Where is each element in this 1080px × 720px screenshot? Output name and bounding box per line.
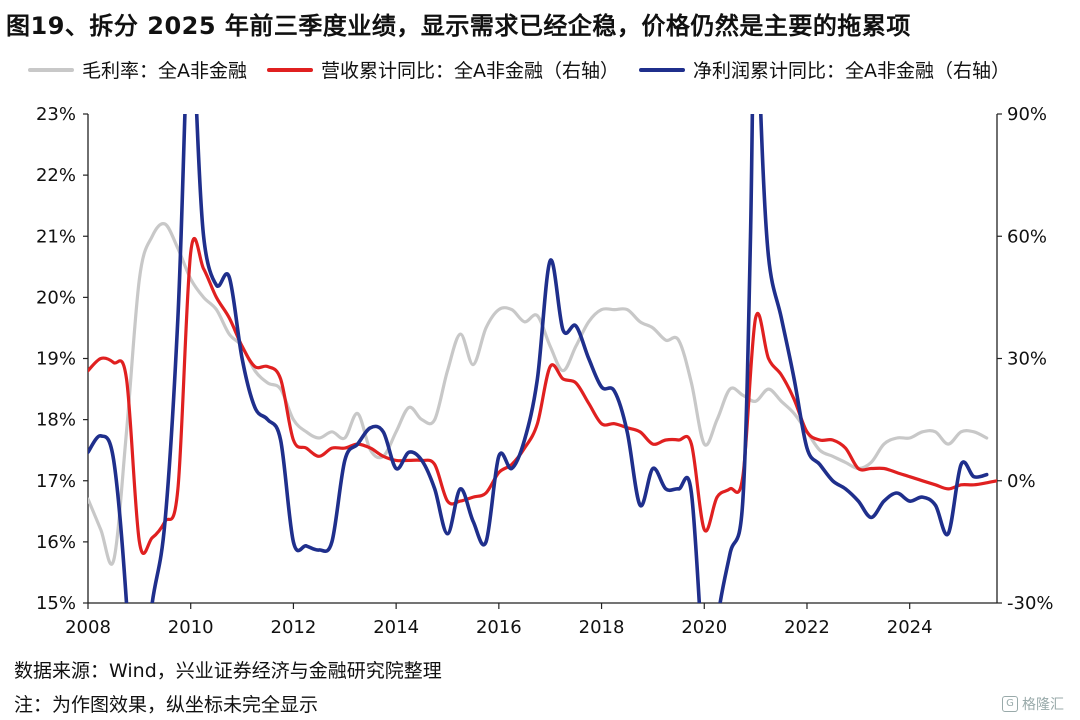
watermark-icon: G (1002, 696, 1018, 712)
x-tick-label: 2024 (887, 617, 933, 638)
legend-label-gross-margin: 毛利率：全A非金融 (82, 60, 247, 82)
left-tick-label: 21% (36, 226, 76, 247)
chart-area: 15% 16% 17% 18% 19% 20% 21% 22% 23% -30% 0% 30% 60% 9… (0, 92, 1080, 656)
x-tick-label: 2010 (168, 617, 214, 638)
watermark: G 格隆汇 (1002, 694, 1064, 714)
x-tick-label: 2016 (476, 617, 522, 638)
source-note: 数据来源：Wind，兴业证券经济与金融研究院整理 (14, 660, 442, 682)
right-tick-label: 0% (1007, 471, 1036, 492)
legend-item-net-profit: 净利润累计同比：全A非金融（右轴） (639, 56, 1010, 83)
left-tick-label: 20% (36, 287, 76, 308)
series-line-net-profit (88, 114, 989, 603)
legend-item-gross-margin: 毛利率：全A非金融 (28, 56, 247, 83)
left-tick-label: 19% (36, 349, 76, 370)
x-tick-label: 2014 (373, 617, 419, 638)
legend-swatch-net-profit (639, 67, 685, 72)
x-tick-label: 2008 (65, 617, 111, 638)
chart-title: 图19、拆分 2025 年前三季度业绩，显示需求已经企稳，价格仍然是主要的拖累项 (6, 12, 911, 40)
left-tick-label: 15% (36, 593, 76, 614)
left-tick-label: 16% (36, 532, 76, 553)
right-tick-label: 60% (1007, 226, 1047, 247)
left-tick-label: 23% (36, 104, 76, 125)
right-tick-label: 90% (1007, 104, 1047, 125)
line-chart: 15% 16% 17% 18% 19% 20% 21% 22% 23% -30% 0% 30% 60% 9… (36, 104, 1054, 638)
series-line-gross-margin (88, 221, 989, 566)
legend-swatch-gross-margin (28, 67, 74, 72)
x-tick-label: 2022 (784, 617, 830, 638)
legend-label-revenue: 营收累计同比：全A非金融（右轴） (321, 60, 619, 82)
legend-swatch-revenue (267, 67, 313, 72)
x-tick-label: 2020 (681, 617, 727, 638)
series-line-revenue (88, 236, 997, 555)
chart-legend: 毛利率：全A非金融 营收累计同比：全A非金融（右轴） 净利润累计同比：全A非金融… (28, 56, 1030, 83)
x-tick-label: 2012 (271, 617, 317, 638)
footnote: 注：为作图效果，纵坐标未完全显示 (14, 694, 319, 716)
left-tick-label: 18% (36, 410, 76, 431)
watermark-text: 格隆汇 (1022, 697, 1064, 713)
legend-label-net-profit: 净利润累计同比：全A非金融（右轴） (693, 60, 1010, 82)
x-tick-label: 2018 (579, 617, 625, 638)
left-tick-label: 17% (36, 471, 76, 492)
right-tick-label: -30% (1007, 593, 1054, 614)
legend-item-revenue: 营收累计同比：全A非金融（右轴） (267, 56, 619, 83)
right-tick-label: 30% (1007, 349, 1047, 370)
left-tick-label: 22% (36, 165, 76, 186)
